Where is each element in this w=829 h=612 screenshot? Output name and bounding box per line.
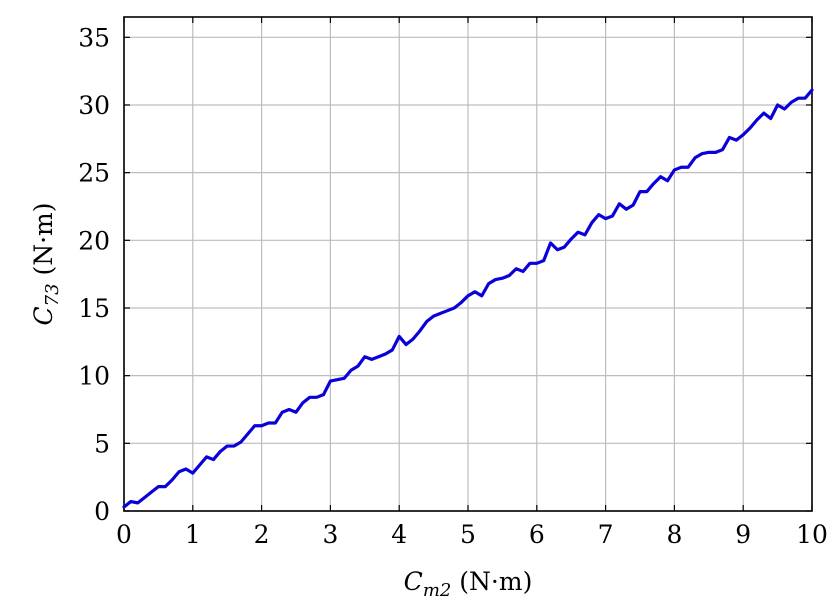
y-tick-label: 25 xyxy=(78,159,110,188)
x-tick-label: 10 xyxy=(796,520,828,549)
y-tick-label: 0 xyxy=(94,497,110,526)
x-tick-label: 3 xyxy=(322,520,338,549)
series-group xyxy=(122,88,814,509)
y-tick-label: 10 xyxy=(78,362,110,391)
y-tick-label: 15 xyxy=(78,294,110,323)
plot-frame xyxy=(123,16,813,512)
y-tick-label: 20 xyxy=(78,226,110,255)
x-tick-label: 6 xyxy=(529,520,545,549)
x-tick-label: 5 xyxy=(460,520,476,549)
y-tick-label: 35 xyxy=(78,23,110,52)
x-tick-label: 7 xyxy=(598,520,614,549)
y-axis-label: C73 (N·m) xyxy=(29,202,63,325)
x-tick-label: 9 xyxy=(735,520,751,549)
x-tick-label: 8 xyxy=(666,520,682,549)
tick-labels: 0 1 2 3 4 5 6 7 8 9 10 0 5 10 15 20 25 30 35 xyxy=(78,23,828,549)
x-tick-label: 2 xyxy=(254,520,270,549)
series-line xyxy=(122,88,814,509)
x-tick-label: 0 xyxy=(116,520,132,549)
x-axis-label: Cm2 (N·m) xyxy=(404,567,533,601)
y-tick-label: 30 xyxy=(78,91,110,120)
x-tick-label: 1 xyxy=(185,520,201,549)
y-tick-label: 5 xyxy=(94,429,110,458)
grid xyxy=(123,17,813,512)
x-tick-label: 4 xyxy=(391,520,407,549)
ticks xyxy=(123,17,813,512)
